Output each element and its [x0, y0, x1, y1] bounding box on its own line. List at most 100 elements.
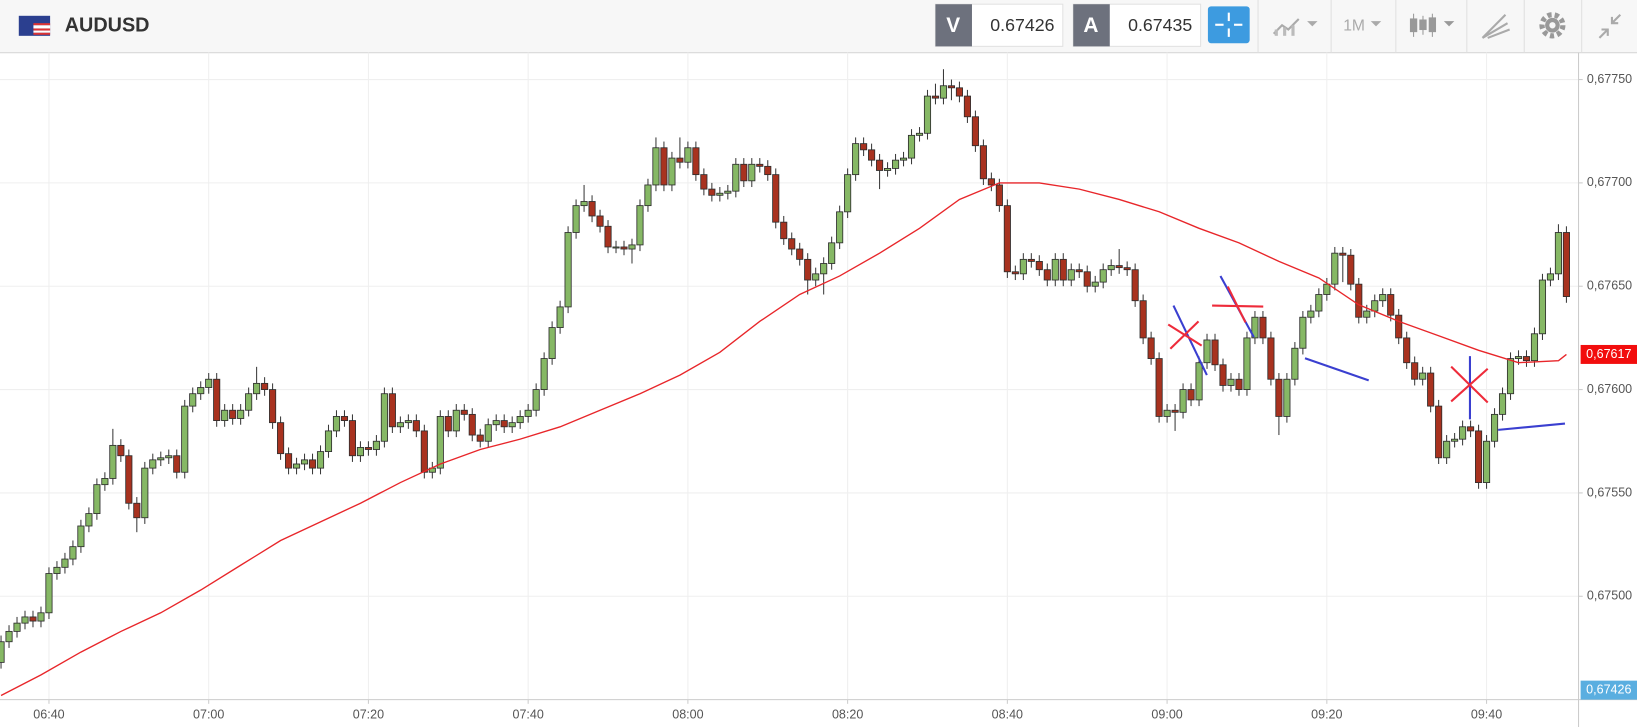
candle-body [133, 502, 141, 519]
candle-body [484, 424, 492, 442]
candle-body [508, 422, 516, 428]
price-tag [1580, 344, 1637, 364]
candle-body [1131, 269, 1139, 302]
candle-body [29, 616, 37, 622]
candle-body [1115, 265, 1123, 269]
candle-body [915, 132, 924, 136]
candle-body [772, 174, 780, 223]
candle-body [1331, 252, 1339, 285]
candle-body [460, 409, 468, 415]
candle-body [1219, 364, 1227, 386]
candle-body [876, 159, 884, 171]
candle-body [1251, 316, 1259, 339]
buy-badge [1073, 4, 1110, 47]
draw-tool-button[interactable] [1481, 14, 1511, 39]
candle-body [468, 413, 476, 436]
candle-body [620, 246, 628, 250]
candle-body [1019, 258, 1027, 275]
y-tick-label: 0,67650 [1587, 279, 1632, 293]
candle-body [93, 484, 101, 515]
candle-body [907, 134, 916, 159]
x-tick-label: 08:00 [672, 708, 703, 722]
y-tick-label: 0,67750 [1587, 72, 1632, 86]
collapse-button[interactable] [1598, 14, 1622, 39]
indicator-button[interactable] [1272, 18, 1318, 36]
candle-body [580, 201, 588, 207]
candle-body [364, 447, 372, 450]
x-tick-label: 08:20 [832, 708, 863, 722]
candle-body [1435, 405, 1443, 459]
sell-badge [935, 4, 972, 47]
candle-body [1490, 413, 1499, 442]
candle-body [1067, 269, 1075, 281]
candle-body [588, 201, 596, 217]
candle-body [1211, 339, 1219, 366]
candle-body [756, 163, 764, 167]
candle-body [684, 147, 692, 163]
candle-body [1187, 389, 1195, 401]
candle-body [524, 409, 532, 417]
x-tick-label: 06:40 [33, 708, 64, 722]
candle-body [0, 641, 5, 663]
candle-body [979, 145, 987, 180]
candle-body [253, 382, 261, 395]
x-tick-label: 09:00 [1151, 708, 1182, 722]
candle-body [891, 159, 900, 169]
candle-body [939, 85, 948, 99]
candle-body [1035, 261, 1043, 271]
candle-body [324, 430, 333, 453]
candle-body [676, 157, 684, 163]
candle-body [293, 463, 301, 469]
candle-body [1506, 358, 1515, 395]
crosshair-button[interactable] [1207, 6, 1250, 44]
candle-body [1155, 358, 1163, 417]
y-tick-label: 0,67500 [1587, 589, 1632, 603]
x-tick-label: 09:20 [1311, 708, 1342, 722]
candle-body [572, 205, 580, 233]
candle-body [1195, 362, 1203, 401]
y-tick-label: 0,67550 [1587, 485, 1632, 499]
candle-body [109, 444, 117, 479]
settings-button[interactable] [1539, 12, 1566, 39]
candle-body [1395, 314, 1403, 339]
candle-body [740, 163, 748, 182]
candle-body [1427, 372, 1435, 407]
candle-body [1099, 269, 1107, 283]
candle-body [804, 258, 812, 281]
candle-body [612, 246, 620, 249]
candle-body [1059, 258, 1067, 281]
y-tick-label: 0,67600 [1587, 382, 1632, 396]
buy-label: A [1083, 14, 1098, 37]
sell-label: V [946, 14, 960, 37]
candle-body [516, 416, 524, 424]
candle-body [1562, 232, 1570, 297]
toolbar-dividers [1257, 0, 1583, 53]
flag-icon [18, 15, 51, 36]
chart-type-button[interactable] [1409, 13, 1455, 37]
candle-body [604, 225, 612, 248]
candle-body [1075, 269, 1083, 273]
candle-body [923, 95, 932, 134]
candle-body [1315, 294, 1323, 312]
x-tick-label: 09:40 [1471, 708, 1502, 722]
candle-body [1283, 378, 1291, 417]
x-tick-label: 07:40 [512, 708, 543, 722]
candle-body [1459, 426, 1467, 440]
candle-body [1179, 389, 1187, 413]
candle-body [61, 558, 69, 568]
candle-body [1546, 273, 1555, 281]
candle-body [157, 457, 165, 461]
candle-body [636, 205, 644, 246]
candle-body [69, 546, 77, 560]
candle-body [396, 422, 404, 428]
candle-body [764, 165, 772, 176]
candle-body [732, 163, 740, 192]
candle-body [404, 420, 412, 424]
candle-body [1371, 300, 1379, 312]
candle-body [229, 409, 237, 419]
candle-body [1363, 310, 1371, 318]
candle-body [37, 612, 45, 622]
timeframe-button[interactable]: 1M [1343, 17, 1382, 35]
candle-body [860, 143, 868, 151]
